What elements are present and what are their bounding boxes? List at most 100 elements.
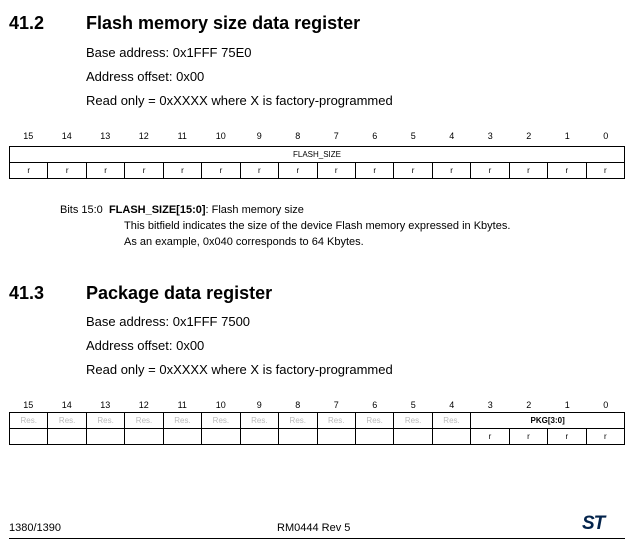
access-cell: r bbox=[547, 162, 587, 179]
bit-number: 10 bbox=[215, 400, 226, 410]
bit-number: 3 bbox=[487, 400, 493, 410]
empty-cell bbox=[162, 428, 203, 445]
access-cell: r bbox=[201, 162, 241, 179]
bit-number: 10 bbox=[215, 131, 226, 141]
reserved-cell: Res. bbox=[85, 412, 126, 429]
reserved-cell: Res. bbox=[239, 412, 280, 429]
access-cell: r bbox=[585, 162, 626, 179]
section-title: Flash memory size data register bbox=[86, 13, 361, 33]
empty-cell bbox=[47, 428, 87, 445]
bit-numbers: 15 14 13 12 11 10 9 8 7 6 5 4 3 2 1 0 bbox=[9, 131, 625, 141]
reserved-cell: Res. bbox=[431, 412, 472, 429]
bit-number: 0 bbox=[603, 131, 609, 141]
bit-number: 6 bbox=[372, 131, 378, 141]
bit-number: 8 bbox=[295, 131, 301, 141]
address-offset: Address offset: 0x00 bbox=[86, 338, 205, 353]
reserved-cell: Res. bbox=[278, 412, 318, 429]
access-cell: r bbox=[508, 428, 549, 445]
access-cell: r bbox=[393, 162, 433, 179]
bit-number: 8 bbox=[295, 400, 301, 410]
bit-number: 1 bbox=[564, 400, 570, 410]
reserved-cell: Res. bbox=[393, 412, 433, 429]
bit-number: 4 bbox=[449, 400, 455, 410]
package-register-table: Res. Res. Res. Res. Res. Res. Res. Res. Res. Res.… bbox=[8, 412, 626, 445]
desc-field: FLASH_SIZE[15:0] bbox=[108, 204, 206, 216]
desc-line2: As an example, 0x040 corresponds to 64 K… bbox=[124, 236, 364, 248]
bit-number: 4 bbox=[449, 131, 455, 141]
st-logo: ST bbox=[582, 513, 605, 534]
bit-number: 14 bbox=[61, 400, 72, 410]
bit-number: 14 bbox=[61, 131, 72, 141]
desc-bits: Bits 15:0 bbox=[60, 204, 103, 216]
footer-rule bbox=[9, 538, 625, 539]
access-cell: r bbox=[239, 162, 280, 179]
reserved-cell: Res. bbox=[124, 412, 164, 429]
bit-number: 1 bbox=[564, 131, 570, 141]
bit-number: 12 bbox=[138, 400, 149, 410]
access-cell: r bbox=[8, 162, 49, 179]
document-id: RM0444 Rev 5 bbox=[277, 522, 351, 534]
access-cell: r bbox=[162, 162, 203, 179]
access-cell: r bbox=[547, 428, 587, 445]
bit-number: 13 bbox=[100, 131, 111, 141]
bit-description: Bits 15:0 FLASH_SIZE[15:0]: Flash memory… bbox=[60, 202, 510, 250]
bit-number: 3 bbox=[487, 131, 493, 141]
bit-number: 15 bbox=[23, 400, 34, 410]
page-number: 1380/1390 bbox=[9, 522, 61, 534]
bit-number: 7 bbox=[333, 131, 339, 141]
bit-number: 2 bbox=[526, 131, 532, 141]
empty-cell bbox=[278, 428, 318, 445]
section-number: 41.3 bbox=[9, 283, 45, 303]
reserved-cell: Res. bbox=[8, 412, 49, 429]
empty-cell bbox=[354, 428, 395, 445]
access-cell: r bbox=[431, 162, 472, 179]
reserved-cell: Res. bbox=[201, 412, 241, 429]
access-cell: r bbox=[47, 162, 87, 179]
reserved-cell: Res. bbox=[316, 412, 356, 429]
empty-cell bbox=[431, 428, 472, 445]
bit-number: 5 bbox=[410, 400, 416, 410]
bit-number: 5 bbox=[410, 131, 416, 141]
field-flash-size: FLASH_SIZE bbox=[9, 146, 625, 163]
reserved-cell: Res. bbox=[162, 412, 203, 429]
empty-cell bbox=[124, 428, 164, 445]
access-cell: r bbox=[316, 162, 356, 179]
base-address: Base address: 0x1FFF 75E0 bbox=[86, 45, 252, 60]
read-only-note: Read only = 0xXXXX where X is factory-pr… bbox=[86, 362, 393, 377]
bit-number: 13 bbox=[100, 400, 111, 410]
access-cell: r bbox=[85, 162, 126, 179]
empty-cell bbox=[8, 428, 49, 445]
desc-short: : Flash memory size bbox=[205, 204, 304, 216]
access-cell: r bbox=[124, 162, 164, 179]
bit-number: 0 bbox=[603, 400, 609, 410]
bit-number: 9 bbox=[256, 400, 262, 410]
access-cell: r bbox=[470, 162, 510, 179]
bit-number: 7 bbox=[333, 400, 339, 410]
bit-number: 12 bbox=[138, 131, 149, 141]
bit-numbers: 15 14 13 12 11 10 9 8 7 6 5 4 3 2 1 0 bbox=[9, 400, 625, 410]
bit-number: 11 bbox=[177, 400, 187, 410]
empty-cell bbox=[201, 428, 241, 445]
empty-cell bbox=[316, 428, 356, 445]
empty-cell bbox=[393, 428, 433, 445]
access-cell: r bbox=[508, 162, 549, 179]
address-offset: Address offset: 0x00 bbox=[86, 69, 205, 84]
empty-cell bbox=[239, 428, 280, 445]
bit-number: 15 bbox=[23, 131, 34, 141]
bit-number: 11 bbox=[177, 131, 187, 141]
access-cell: r bbox=[354, 162, 395, 179]
access-cell: r bbox=[278, 162, 318, 179]
field-pkg: PKG[3:0] bbox=[470, 412, 625, 429]
read-only-note: Read only = 0xXXXX where X is factory-pr… bbox=[86, 93, 393, 108]
empty-cell bbox=[85, 428, 126, 445]
reserved-cell: Res. bbox=[47, 412, 87, 429]
section-title: Package data register bbox=[86, 283, 273, 303]
bit-number: 9 bbox=[256, 131, 262, 141]
access-cell: r bbox=[585, 428, 626, 445]
bit-number: 6 bbox=[372, 400, 378, 410]
reserved-cell: Res. bbox=[354, 412, 395, 429]
access-cell: r bbox=[470, 428, 510, 445]
bit-number: 2 bbox=[526, 400, 532, 410]
base-address: Base address: 0x1FFF 7500 bbox=[86, 314, 251, 329]
